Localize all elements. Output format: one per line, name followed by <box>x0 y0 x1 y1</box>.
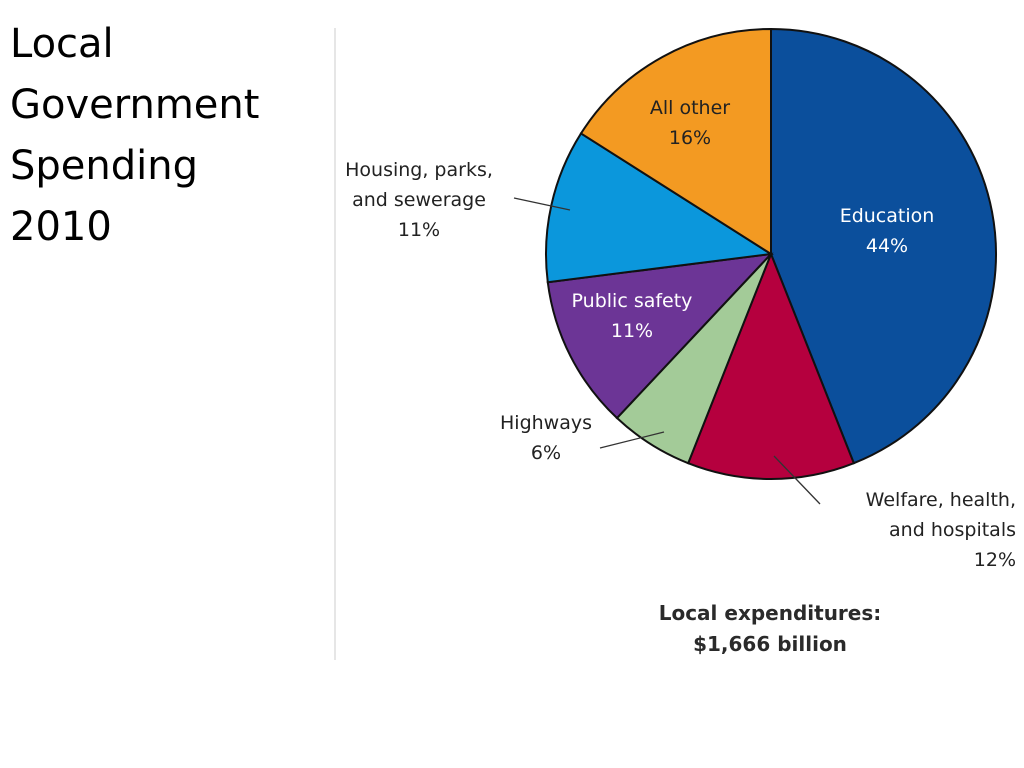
pie-slice-3 <box>546 252 774 420</box>
slice-value-label-5: 16% <box>669 127 711 149</box>
slice-label-0: Education 44% <box>840 205 935 257</box>
slice-name-label-1: Welfare, health, <box>866 489 1016 511</box>
slice-label-4: Housing, parks, and sewerage 11% <box>345 159 493 241</box>
pie-chart-svg: Education 44% Welfare, health, and hospital… <box>334 28 1016 660</box>
slice-value-label-2: 6% <box>531 442 561 464</box>
slide-title-line-3: Spending <box>10 143 198 189</box>
slice-name-label-2: Highways <box>500 412 592 434</box>
slice-value-label-0: 44% <box>866 235 908 257</box>
total-line-1: $1,666 billion <box>693 632 847 656</box>
slice-name-label-3: Public safety <box>572 290 693 312</box>
slice-name-label-4: Housing, parks, <box>345 159 493 181</box>
slice-name-label-1: and hospitals <box>889 519 1016 541</box>
pie-labels: Education 44% Welfare, health, and hospital… <box>345 97 1016 571</box>
pie-slice-5 <box>579 28 772 256</box>
slice-value-label-3: 11% <box>611 320 653 342</box>
leader-line-2 <box>599 431 665 449</box>
pie-slices <box>545 28 997 481</box>
slide-title-line-2: Government <box>10 82 260 128</box>
pie-slice-4 <box>545 132 774 284</box>
slice-name-label-0: Education <box>840 205 935 227</box>
slide-title-line-4: 2010 <box>10 204 112 250</box>
pie-slice-1 <box>686 251 856 481</box>
slice-label-3: Public safety 11% <box>572 290 693 342</box>
slice-value-label-4: 11% <box>398 219 440 241</box>
slice-label-2: Highways 6% <box>500 412 592 464</box>
slide-title: Local Government Spending 2010 <box>10 14 310 258</box>
leader-line-1 <box>773 455 821 505</box>
slice-name-label-5: All other <box>650 97 730 119</box>
pie-chart: Education 44% Welfare, health, and hospital… <box>334 28 1024 660</box>
total-line-0: Local expenditures: <box>659 601 882 625</box>
slice-name-label-4: and sewerage <box>352 189 486 211</box>
leader-line-4 <box>513 197 571 211</box>
slice-label-5: All other 16% <box>650 97 730 149</box>
slice-label-1: Welfare, health, and hospitals 12% <box>866 489 1016 571</box>
pie-slice-0 <box>770 28 997 465</box>
slide-title-line-1: Local <box>10 21 114 67</box>
slice-value-label-1: 12% <box>974 549 1016 571</box>
chart-total: Local expenditures: $1,666 billion <box>659 601 882 656</box>
